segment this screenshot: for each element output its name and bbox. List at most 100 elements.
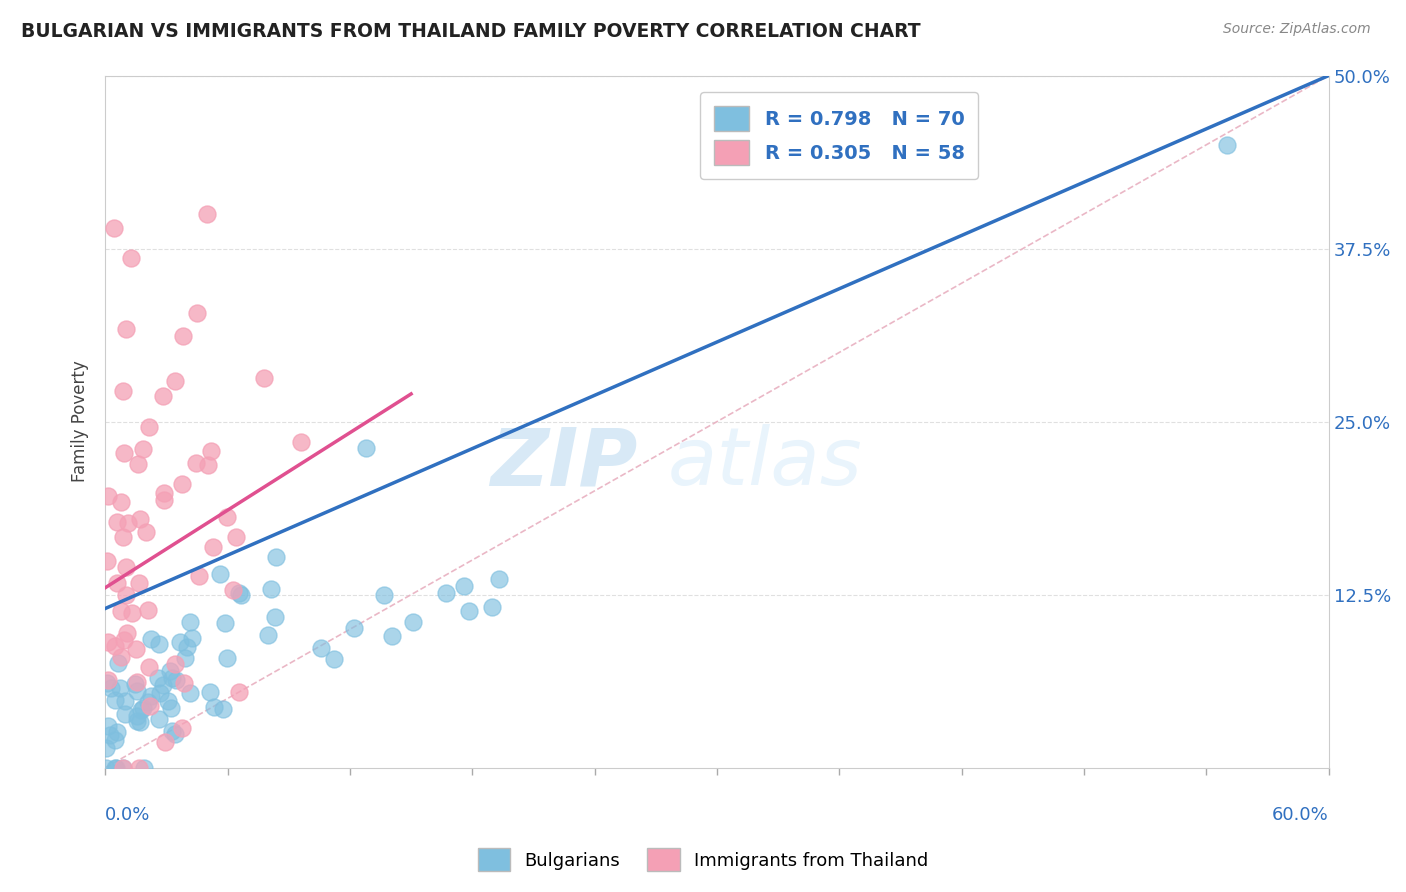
Point <box>195 207 218 221</box>
Point <box>97 719 120 733</box>
Point <box>173 676 195 690</box>
Point <box>98 728 121 742</box>
Point <box>128 575 150 590</box>
Point <box>139 699 162 714</box>
Point <box>209 566 232 581</box>
Point <box>165 657 187 672</box>
Point <box>138 420 160 434</box>
Point <box>105 515 128 529</box>
Point <box>228 585 250 599</box>
Point <box>214 615 236 630</box>
Point <box>128 761 150 775</box>
Point <box>100 681 122 696</box>
Point <box>174 651 197 665</box>
Point <box>381 629 404 643</box>
Point <box>165 673 187 687</box>
Point <box>135 524 157 539</box>
Point <box>104 693 127 707</box>
Point <box>215 510 238 524</box>
Point <box>120 251 142 265</box>
Point <box>97 489 120 503</box>
Legend: R = 0.798   N = 70, R = 0.305   N = 58: R = 0.798 N = 70, R = 0.305 N = 58 <box>700 92 979 179</box>
Point <box>257 628 280 642</box>
Point <box>114 560 136 574</box>
Point <box>146 671 169 685</box>
Point <box>132 701 155 715</box>
Point <box>264 549 287 564</box>
Point <box>198 685 221 699</box>
Point <box>172 328 194 343</box>
Point <box>96 676 118 690</box>
Point <box>127 709 149 723</box>
Point <box>132 442 155 456</box>
Point <box>127 457 149 471</box>
Point <box>163 374 186 388</box>
Point <box>172 477 194 491</box>
Point <box>105 576 128 591</box>
Point <box>114 706 136 721</box>
Point <box>104 639 127 653</box>
Legend: Bulgarians, Immigrants from Thailand: Bulgarians, Immigrants from Thailand <box>470 841 936 879</box>
Point <box>186 456 208 470</box>
Point <box>153 735 176 749</box>
Point <box>157 693 180 707</box>
Point <box>260 582 283 596</box>
Point <box>186 306 208 320</box>
Point <box>103 761 125 775</box>
Point <box>105 725 128 739</box>
Point <box>229 588 252 602</box>
Point <box>136 603 159 617</box>
Point <box>179 686 201 700</box>
Point <box>110 603 132 617</box>
Point <box>401 615 423 630</box>
Point <box>96 740 118 755</box>
Point <box>165 727 187 741</box>
Point <box>152 389 174 403</box>
Text: ZIP: ZIP <box>491 424 637 502</box>
Point <box>176 640 198 655</box>
Point <box>97 673 120 687</box>
Text: Source: ZipAtlas.com: Source: ZipAtlas.com <box>1223 22 1371 37</box>
Point <box>212 702 235 716</box>
Point <box>110 495 132 509</box>
Point <box>373 588 395 602</box>
Point <box>121 606 143 620</box>
Point <box>97 635 120 649</box>
Point <box>481 600 503 615</box>
Point <box>153 492 176 507</box>
Point <box>179 615 201 629</box>
Point <box>354 442 377 456</box>
Text: 0.0%: 0.0% <box>105 805 150 824</box>
Point <box>117 516 139 531</box>
Point <box>115 588 138 602</box>
Point <box>114 694 136 708</box>
Point <box>112 530 135 544</box>
Point <box>222 582 245 597</box>
Point <box>110 650 132 665</box>
Point <box>112 384 135 399</box>
Point <box>107 656 129 670</box>
Point <box>160 723 183 738</box>
Point <box>127 714 149 728</box>
Point <box>112 446 135 460</box>
Point <box>103 221 125 235</box>
Point <box>112 761 135 775</box>
Point <box>152 678 174 692</box>
Y-axis label: Family Poverty: Family Poverty <box>72 360 89 483</box>
Point <box>181 631 204 645</box>
Point <box>136 695 159 709</box>
Point <box>112 633 135 648</box>
Point <box>215 651 238 665</box>
Point <box>104 733 127 747</box>
Point <box>153 486 176 500</box>
Point <box>225 530 247 544</box>
Point <box>141 689 163 703</box>
Point <box>202 700 225 714</box>
Point <box>149 686 172 700</box>
Point <box>128 512 150 526</box>
Point <box>96 554 118 568</box>
Point <box>125 684 148 698</box>
Point <box>112 761 135 775</box>
Text: BULGARIAN VS IMMIGRANTS FROM THAILAND FAMILY POVERTY CORRELATION CHART: BULGARIAN VS IMMIGRANTS FROM THAILAND FA… <box>21 22 921 41</box>
Point <box>228 684 250 698</box>
